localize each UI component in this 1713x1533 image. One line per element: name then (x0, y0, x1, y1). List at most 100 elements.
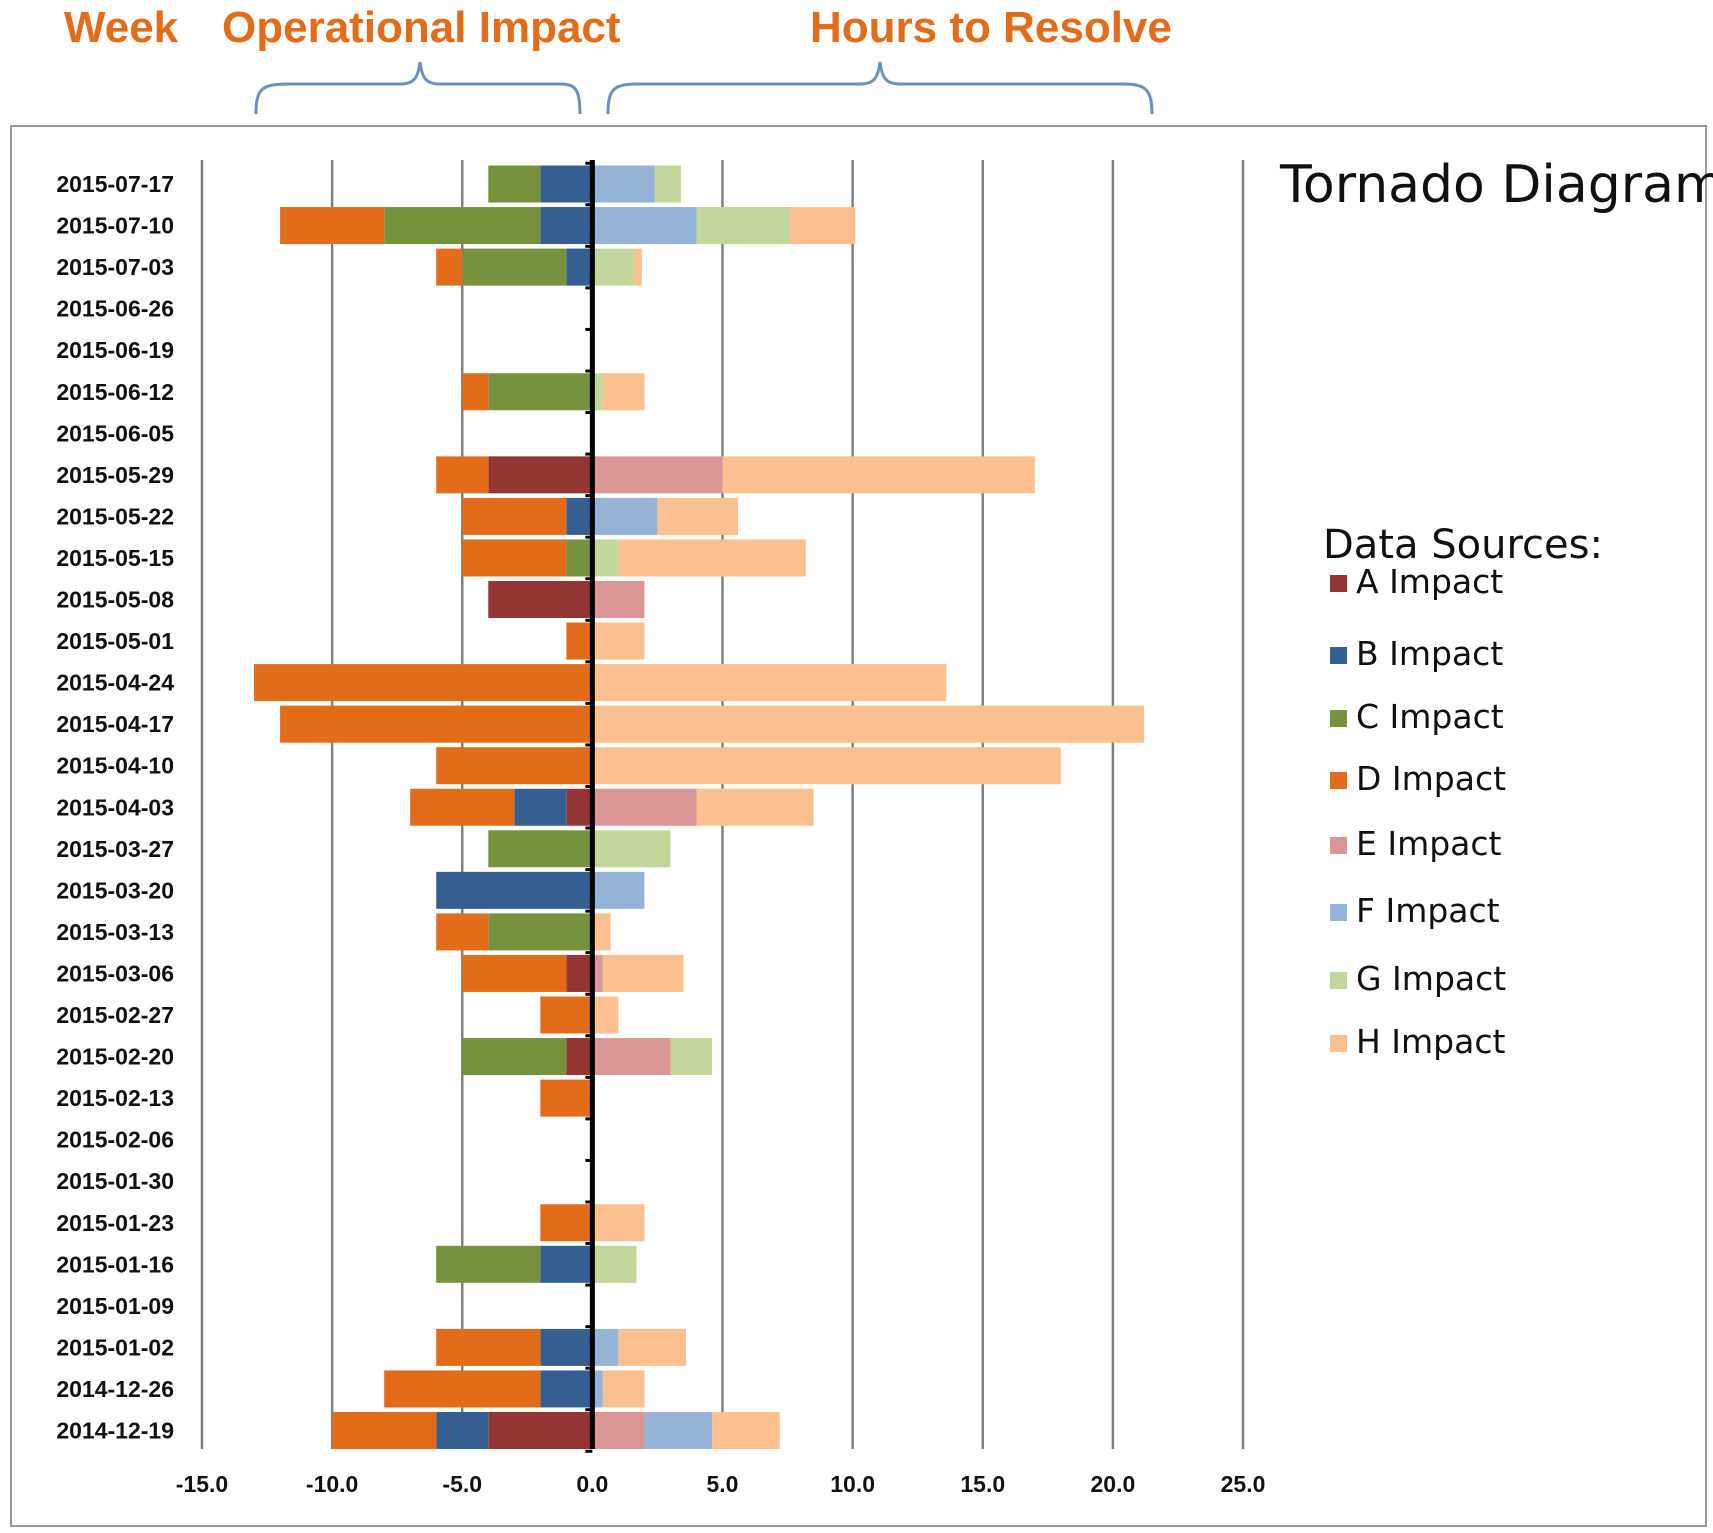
hours-to-resolve-bracket (606, 61, 1154, 115)
bar-d-2015-03-06 (462, 954, 567, 992)
x-tick-label: 5.0 (707, 1471, 739, 1497)
week-label: 2015-06-26 (56, 296, 174, 322)
hours-to-resolve-header: Hours to Resolve (810, 3, 1172, 52)
bar-d-2015-02-13 (540, 1079, 593, 1117)
bar-h-2015-05-22 (657, 497, 739, 535)
bar-g-2015-06-12 (592, 373, 603, 411)
bar-f-2014-12-19 (644, 1412, 713, 1449)
week-label: 2015-01-09 (56, 1293, 174, 1319)
week-label: 2014-12-26 (56, 1376, 174, 1402)
chart-frame (10, 125, 1707, 1527)
bar-a-2015-02-20 (566, 1038, 593, 1076)
x-tick-label: -10.0 (306, 1471, 358, 1497)
bar-d-2015-04-24 (254, 664, 593, 702)
bar-h-2015-04-17 (592, 705, 1145, 743)
week-label: 2015-03-20 (56, 877, 174, 903)
week-label: 2015-05-15 (56, 545, 174, 571)
bar-e-2015-03-06 (592, 954, 603, 992)
week-label: 2015-07-17 (56, 171, 174, 197)
bar-c-2015-07-03 (462, 248, 567, 286)
bar-d-2015-05-22 (462, 497, 567, 535)
bar-e-2014-12-19 (592, 1412, 645, 1449)
bar-d-2014-12-26 (384, 1370, 541, 1408)
bar-h-2015-03-06 (602, 954, 684, 992)
bar-b-2014-12-26 (540, 1370, 593, 1408)
bar-e-2015-02-20 (592, 1038, 671, 1076)
bar-d-2015-05-15 (462, 539, 567, 577)
bar-a-2015-03-06 (566, 954, 593, 992)
legend-label-g-impact: G Impact (1356, 959, 1506, 998)
bar-h-2014-12-26 (602, 1370, 645, 1408)
bar-c-2015-03-27 (488, 830, 593, 868)
legend-swatch-a-impact (1330, 575, 1347, 592)
week-label: 2015-06-05 (56, 420, 174, 446)
bar-f-2015-07-10 (592, 207, 697, 245)
legend-label-e-impact: E Impact (1356, 824, 1502, 863)
bar-e-2015-05-08 (592, 581, 645, 618)
week-label: 2015-03-13 (56, 919, 174, 945)
x-tick-label: 15.0 (960, 1471, 1005, 1497)
week-label: 2015-01-16 (56, 1251, 174, 1277)
week-label: 2014-12-19 (56, 1418, 174, 1444)
week-label: 2015-04-24 (56, 670, 174, 696)
x-tick-label: 25.0 (1221, 1471, 1266, 1497)
bar-a-2015-05-08 (488, 581, 593, 618)
bar-d-2015-07-03 (436, 248, 463, 286)
x-tick-label: -5.0 (442, 1471, 482, 1497)
bar-c-2015-07-10 (384, 207, 541, 245)
week-label: 2015-03-27 (56, 836, 174, 862)
bar-d-2015-03-13 (436, 913, 489, 951)
bar-c-2015-05-15 (566, 539, 593, 577)
chart-title: Tornado Diagram (1279, 155, 1713, 215)
bar-f-2014-12-26 (592, 1370, 603, 1408)
bar-a-2014-12-19 (488, 1412, 593, 1449)
week-label: 2015-01-30 (56, 1168, 174, 1194)
operational-impact-header: Operational Impact (222, 3, 621, 52)
bar-h-2015-07-10 (790, 207, 856, 245)
bar-g-2015-05-15 (592, 539, 619, 577)
week-label: 2015-02-20 (56, 1044, 174, 1070)
week-label: 2015-07-10 (56, 213, 174, 239)
bar-a-2015-05-29 (488, 456, 593, 494)
bar-h-2015-01-23 (592, 1204, 645, 1242)
bar-d-2015-05-29 (436, 456, 489, 494)
bar-h-2015-06-12 (602, 373, 645, 411)
legend-swatch-c-impact (1330, 710, 1347, 727)
legend-swatch-d-impact (1330, 772, 1347, 789)
week-label: 2015-05-29 (56, 462, 174, 488)
legend-label-h-impact: H Impact (1356, 1022, 1505, 1061)
bar-h-2015-05-15 (618, 539, 806, 577)
legend-swatch-g-impact (1330, 972, 1347, 989)
bar-c-2015-03-13 (488, 913, 593, 951)
bar-g-2015-02-20 (670, 1038, 713, 1076)
bar-d-2015-04-10 (436, 747, 593, 785)
week-label: 2015-02-27 (56, 1002, 174, 1028)
bar-b-2015-01-16 (540, 1245, 593, 1283)
bar-b-2015-03-20 (436, 871, 593, 909)
week-label: 2015-01-23 (56, 1210, 174, 1236)
x-axis-tick-labels: -15.0 -10.0 -5.0 0.0 5.0 10.0 15.0 20.0 25.0 (176, 1471, 1266, 1497)
bar-h-2015-07-03 (634, 248, 642, 286)
week-label: 2015-05-22 (56, 503, 174, 529)
x-tick-label: 0.0 (576, 1471, 608, 1497)
legend-label-f-impact: F Impact (1356, 891, 1500, 930)
bar-d-2015-04-17 (280, 705, 593, 743)
bar-e-2015-05-29 (592, 456, 723, 494)
week-label: 2015-04-03 (56, 794, 174, 820)
bar-h-2015-04-24 (592, 664, 947, 702)
legend: Data Sources: A Impact B Impact C Impact D … (1323, 522, 1603, 1061)
x-tick-label: -15.0 (176, 1471, 228, 1497)
bar-h-2015-04-10 (592, 747, 1061, 785)
bar-b-2015-05-22 (566, 497, 593, 535)
bar-d-2015-01-23 (540, 1204, 593, 1242)
week-labels: 2015-07-17 2015-07-10 2015-07-03 2015-06-26… (56, 171, 174, 1444)
week-label: 2015-04-10 (56, 753, 174, 779)
bar-f-2015-01-02 (592, 1328, 619, 1366)
week-label: 2015-02-13 (56, 1085, 174, 1111)
bar-c-2015-06-12 (488, 373, 593, 411)
bar-e-2015-04-03 (592, 788, 697, 826)
bar-g-2015-03-27 (592, 830, 671, 868)
bar-d-2014-12-19 (332, 1412, 437, 1449)
bar-d-2015-06-12 (462, 373, 489, 411)
